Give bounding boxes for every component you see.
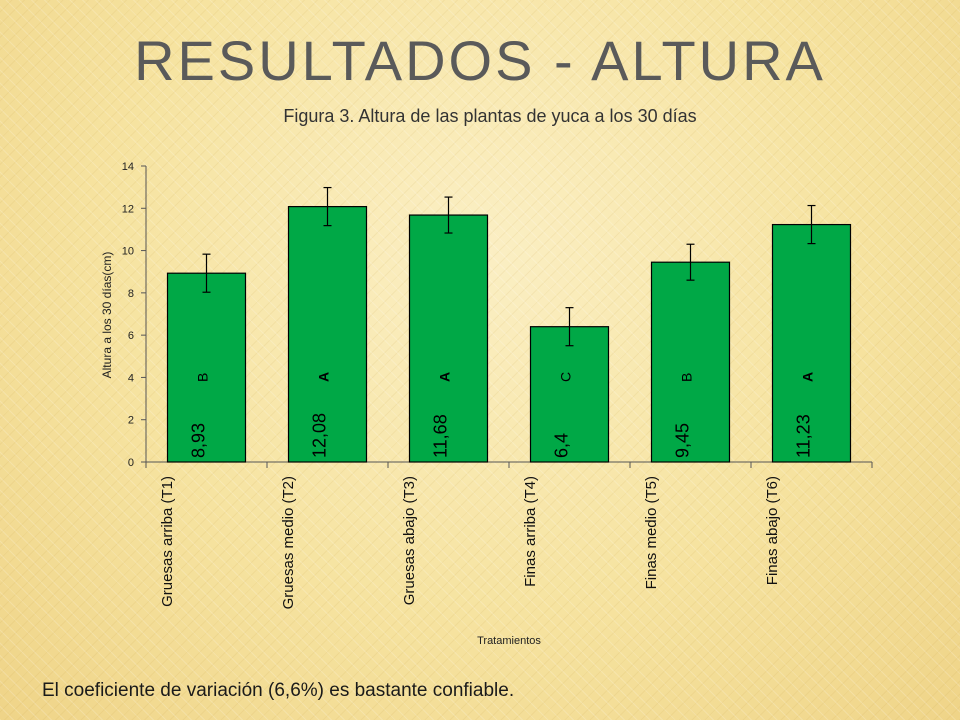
- x-tick-label: Gruesas medio (T2): [280, 476, 297, 609]
- slide-title: RESULTADOS - ALTURA: [134, 29, 826, 92]
- group-letter: C: [558, 372, 574, 382]
- y-tick-label: 10: [122, 246, 134, 258]
- x-tick-label: Finas medio (T5): [643, 476, 660, 589]
- x-tick-label: Gruesas arriba (T1): [159, 476, 176, 607]
- data-label: 11,68: [431, 414, 451, 458]
- x-tick-label: Finas arriba (T4): [522, 476, 539, 587]
- y-tick-label: 12: [122, 203, 134, 215]
- group-letter: A: [316, 372, 332, 382]
- y-tick-label: 4: [128, 372, 134, 384]
- data-label: 9,45: [673, 423, 693, 458]
- bar: [166, 272, 247, 463]
- bar: [771, 223, 852, 463]
- x-axis-label: Tratamientos: [477, 635, 541, 647]
- data-label: 11,23: [794, 414, 814, 458]
- footer-note: El coeficiente de variación (6,6%) es ba…: [42, 680, 515, 701]
- y-axis-label: Altura a los 30 días(cm): [100, 252, 114, 379]
- y-tick-label: 0: [128, 457, 134, 469]
- y-tick-label: 14: [122, 161, 134, 173]
- bar: [287, 205, 368, 463]
- group-letter: A: [800, 372, 816, 382]
- y-tick-label: 8: [128, 288, 134, 300]
- data-label: 12,08: [310, 413, 330, 458]
- x-tick-label: Finas abajo (T6): [764, 476, 781, 585]
- group-letter: A: [437, 372, 453, 382]
- y-tick-label: 2: [128, 415, 134, 427]
- bar: [650, 261, 731, 463]
- y-tick-label: 6: [128, 330, 134, 342]
- group-letter: B: [195, 373, 211, 382]
- bar: [408, 214, 489, 463]
- x-tick-label: Gruesas abajo (T3): [401, 476, 418, 605]
- bar: [529, 326, 610, 463]
- chart-title: Figura 3. Altura de las plantas de yuca …: [283, 106, 697, 126]
- group-letter: B: [679, 373, 695, 382]
- data-label: 8,93: [189, 423, 209, 458]
- data-label: 6,4: [552, 433, 572, 458]
